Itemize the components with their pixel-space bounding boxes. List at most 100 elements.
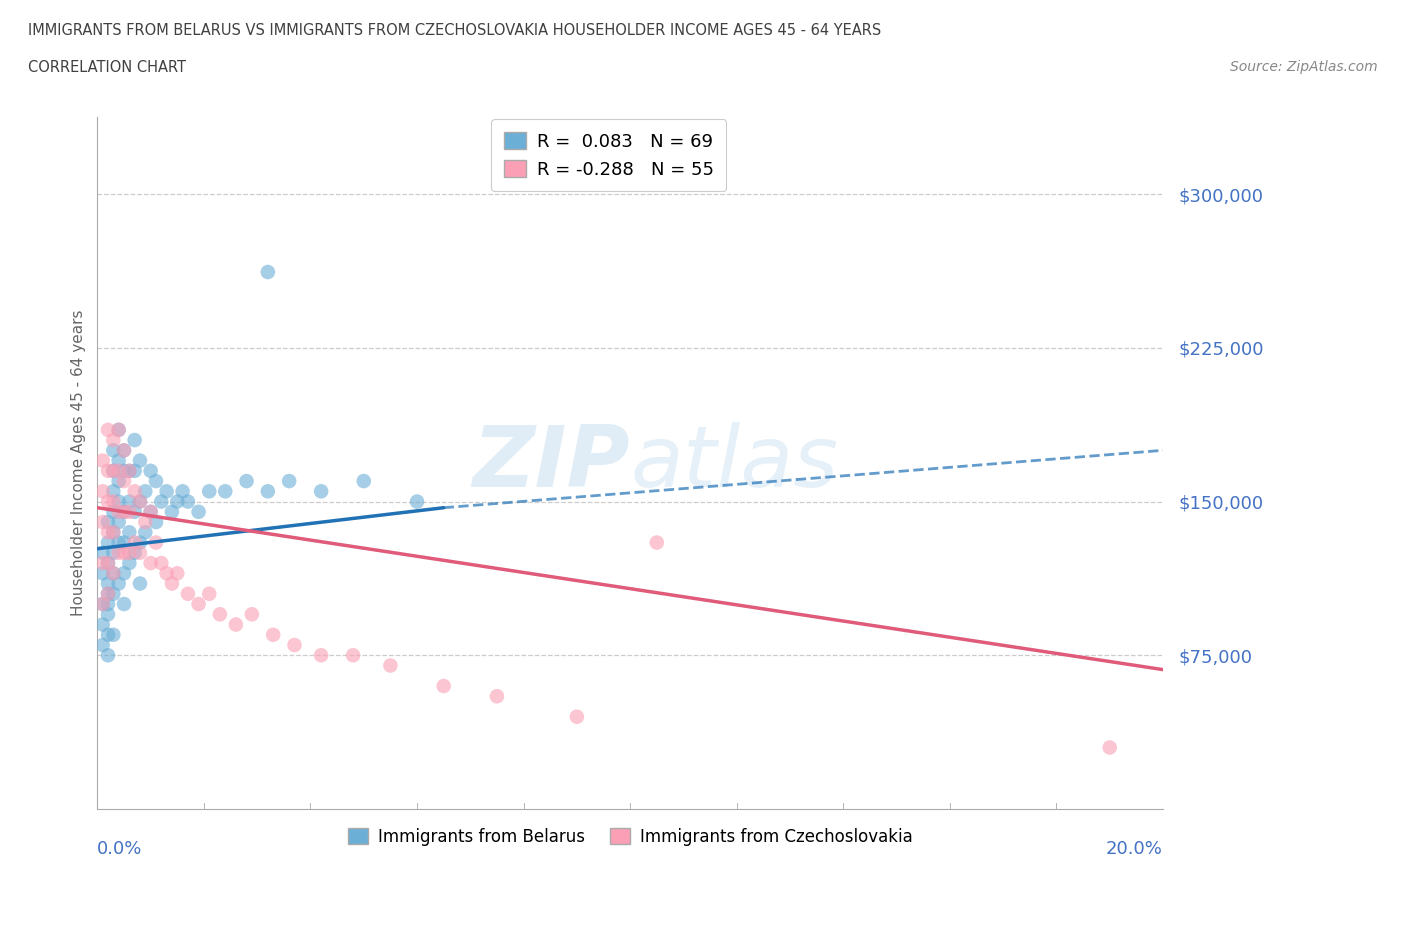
Point [103, 628, 125, 643]
Point [91, 555, 114, 570]
Point [97, 648, 120, 663]
Point [1098, 740, 1121, 755]
Point [124, 504, 146, 519]
Legend: Immigrants from Belarus, Immigrants from Czechoslovakia: Immigrants from Belarus, Immigrants from… [342, 821, 920, 853]
Point [107, 473, 129, 488]
Point [225, 618, 247, 632]
Point [107, 422, 129, 437]
Point [97, 596, 120, 611]
Text: 20.0%: 20.0% [1107, 840, 1163, 858]
Point [134, 514, 156, 529]
Point [257, 484, 280, 498]
Point [103, 463, 125, 478]
Point [124, 463, 146, 478]
Point [565, 710, 588, 724]
Point [97, 607, 120, 622]
Point [103, 443, 125, 458]
Point [118, 555, 141, 570]
Point [139, 463, 162, 478]
Point [103, 545, 125, 560]
Point [97, 422, 120, 437]
Text: IMMIGRANTS FROM BELARUS VS IMMIGRANTS FROM CZECHOSLOVAKIA HOUSEHOLDER INCOME AGE: IMMIGRANTS FROM BELARUS VS IMMIGRANTS FR… [28, 23, 882, 38]
Point [112, 504, 135, 519]
Point [97, 463, 120, 478]
Point [103, 525, 125, 539]
Point [257, 265, 280, 280]
Point [112, 443, 135, 458]
Point [129, 494, 152, 509]
Point [134, 525, 156, 539]
Point [97, 535, 120, 550]
Point [124, 545, 146, 560]
Point [380, 658, 402, 673]
Point [107, 494, 129, 509]
Point [103, 525, 125, 539]
Point [150, 555, 173, 570]
Point [97, 576, 120, 591]
Point [406, 494, 429, 509]
Point [118, 504, 141, 519]
Point [139, 504, 162, 519]
Point [103, 463, 125, 478]
Point [107, 504, 129, 519]
Point [139, 555, 162, 570]
Point [129, 494, 152, 509]
Y-axis label: Householder Income Ages 45 - 64 years: Householder Income Ages 45 - 64 years [72, 310, 86, 617]
Text: CORRELATION CHART: CORRELATION CHART [28, 60, 186, 75]
Point [107, 422, 129, 437]
Point [91, 638, 114, 653]
Point [91, 565, 114, 580]
Point [145, 535, 167, 550]
Point [97, 628, 120, 643]
Point [118, 463, 141, 478]
Point [198, 484, 221, 498]
Point [353, 473, 375, 488]
Point [139, 504, 162, 519]
Point [118, 545, 141, 560]
Point [278, 473, 301, 488]
Point [103, 432, 125, 447]
Point [97, 555, 120, 570]
Point [112, 535, 135, 550]
Text: Source: ZipAtlas.com: Source: ZipAtlas.com [1230, 60, 1378, 74]
Point [150, 494, 173, 509]
Point [97, 494, 120, 509]
Point [129, 453, 152, 468]
Point [103, 565, 125, 580]
Point [91, 514, 114, 529]
Point [208, 607, 231, 622]
Point [187, 596, 209, 611]
Point [103, 565, 125, 580]
Point [91, 484, 114, 498]
Point [97, 586, 120, 601]
Point [91, 618, 114, 632]
Point [262, 628, 284, 643]
Point [177, 494, 200, 509]
Text: ZIP: ZIP [472, 421, 630, 505]
Text: 0.0%: 0.0% [97, 840, 143, 858]
Point [177, 586, 200, 601]
Point [124, 432, 146, 447]
Point [91, 545, 114, 560]
Point [156, 484, 179, 498]
Point [160, 504, 183, 519]
Point [235, 473, 257, 488]
Point [156, 565, 179, 580]
Point [112, 504, 135, 519]
Point [112, 473, 135, 488]
Point [118, 494, 141, 509]
Point [91, 453, 114, 468]
Point [309, 484, 332, 498]
Point [118, 463, 141, 478]
Point [172, 484, 194, 498]
Point [145, 514, 167, 529]
Text: atlas: atlas [630, 421, 838, 505]
Point [97, 586, 120, 601]
Point [198, 586, 221, 601]
Point [107, 545, 129, 560]
Point [485, 689, 508, 704]
Point [124, 535, 146, 550]
Point [166, 494, 188, 509]
Point [112, 545, 135, 560]
Point [112, 565, 135, 580]
